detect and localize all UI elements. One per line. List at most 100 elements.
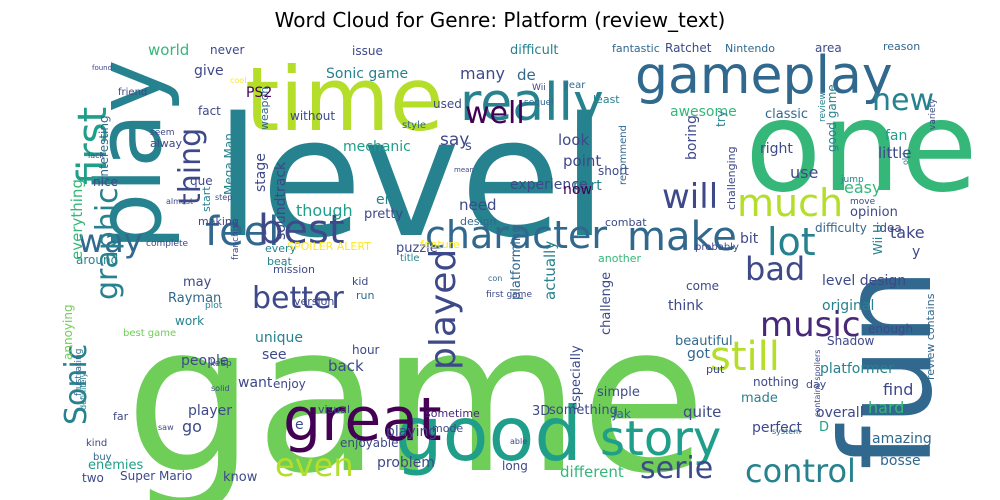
word-almost: almost	[166, 197, 193, 206]
word-hard: hard	[868, 398, 904, 417]
word-world: world	[148, 41, 189, 59]
word-review: review	[818, 92, 828, 122]
word-kid: kid	[352, 275, 368, 288]
word-good-game: good game	[825, 84, 839, 152]
word-franchise: franchise	[231, 218, 241, 260]
word-challenge: challenge	[599, 272, 614, 335]
word-run: run	[356, 289, 374, 302]
word-without: without	[290, 109, 335, 123]
word-e: e	[295, 417, 304, 433]
word-move: move	[850, 197, 876, 207]
word-serie: serie	[640, 451, 713, 486]
word-design: design	[460, 215, 497, 228]
word-new: new	[872, 83, 934, 118]
word-weapon: weapon	[258, 87, 271, 130]
word-puzzle: puzzle	[396, 241, 438, 256]
word-level: level	[215, 82, 607, 274]
word-another: another	[598, 252, 641, 265]
word-look: look	[558, 131, 590, 149]
word-interesting: interesting	[97, 115, 111, 180]
word-especially: especially	[569, 345, 584, 410]
word-probably: probably	[695, 242, 739, 253]
word-hour: hour	[352, 343, 380, 357]
word-combat: combat	[605, 216, 647, 229]
word-used: used	[433, 97, 462, 111]
word-nothing: nothing	[753, 375, 799, 389]
word-give: give	[194, 63, 224, 79]
word-review-contains: review contains	[924, 293, 937, 380]
word-issue: issue	[352, 44, 383, 58]
chart-title: Word Cloud for Genre: Platform (review_t…	[274, 8, 726, 32]
word-stage: stage	[253, 153, 269, 192]
word-pretty: pretty	[364, 207, 404, 222]
word-everything: everything	[68, 179, 86, 260]
word-ps2: PS2	[246, 85, 272, 101]
word-making: making	[198, 215, 239, 228]
word-least: least	[593, 93, 620, 106]
word-people: people	[181, 353, 228, 369]
word-right: right	[760, 141, 793, 157]
word-actually: actually	[541, 241, 559, 300]
word-nice: nice	[93, 175, 118, 189]
word-lot: lot	[767, 220, 816, 264]
word-kind: kind	[86, 438, 107, 449]
word-solid: solid	[211, 384, 230, 393]
word-control: control	[745, 452, 856, 490]
word-original: original	[822, 298, 874, 314]
word-point: point	[563, 152, 601, 170]
word-quite: quite	[683, 403, 721, 421]
word-con: con	[488, 274, 502, 283]
word-want: want	[238, 375, 273, 391]
word-first: first	[70, 107, 116, 185]
word-overall: overall	[816, 405, 864, 421]
word-old: old	[901, 153, 910, 165]
word-part: part	[573, 178, 602, 194]
word-fact: fact	[198, 104, 221, 118]
word-wii-u: Wii U	[871, 224, 885, 255]
word-lack: lack	[88, 151, 105, 160]
word-variety: variety	[928, 98, 938, 130]
word-sometime: sometime	[425, 407, 480, 420]
word-keep: keep	[210, 359, 232, 369]
word-mechanic: mechanic	[343, 139, 411, 155]
word-able: able	[510, 437, 527, 446]
word-opinion: opinion	[850, 205, 898, 220]
word-better: better	[252, 281, 344, 316]
word-take: take	[890, 223, 925, 242]
word-s: s	[465, 139, 472, 154]
word-put: put	[706, 363, 725, 376]
word-buy: buy	[93, 452, 112, 463]
word-super-mario: Super Mario	[120, 469, 192, 483]
word-seem: seem	[150, 128, 175, 138]
word-may: may	[183, 275, 212, 290]
word-find: find	[883, 380, 913, 399]
word-wii: Wii	[532, 83, 546, 93]
word-difficulty: difficulty	[815, 221, 867, 235]
word-different: different	[560, 463, 624, 481]
word-alway: alway	[150, 137, 183, 150]
word-title: title	[400, 253, 420, 264]
word-way: way	[78, 222, 143, 260]
word-much: much	[737, 181, 843, 225]
word-sonic: Sonic	[59, 344, 94, 425]
word-style: style	[402, 120, 426, 131]
word-fan: fan	[885, 128, 907, 144]
word-first-game: first game	[486, 290, 532, 300]
word-friend: friend	[118, 87, 147, 98]
word-recommend: recommend	[618, 125, 629, 185]
word-spoiler-alert: SPOILER ALERT	[287, 240, 371, 253]
word-beat: beat	[267, 255, 292, 268]
word-feature: feature	[420, 238, 460, 251]
word-played: played	[423, 249, 464, 370]
word-challenging: challenging	[725, 146, 738, 210]
word-end: end	[376, 192, 402, 208]
word-difficult: difficult	[510, 43, 559, 58]
word-experience: experience	[510, 177, 588, 193]
word-jump: jump	[840, 175, 864, 185]
word-idea: idea	[876, 221, 902, 235]
word-y: y	[912, 244, 920, 260]
word-really: really	[460, 73, 604, 133]
word-work: work	[175, 314, 204, 328]
word-go: go	[182, 417, 202, 436]
word-definitely: definitely	[79, 372, 88, 410]
